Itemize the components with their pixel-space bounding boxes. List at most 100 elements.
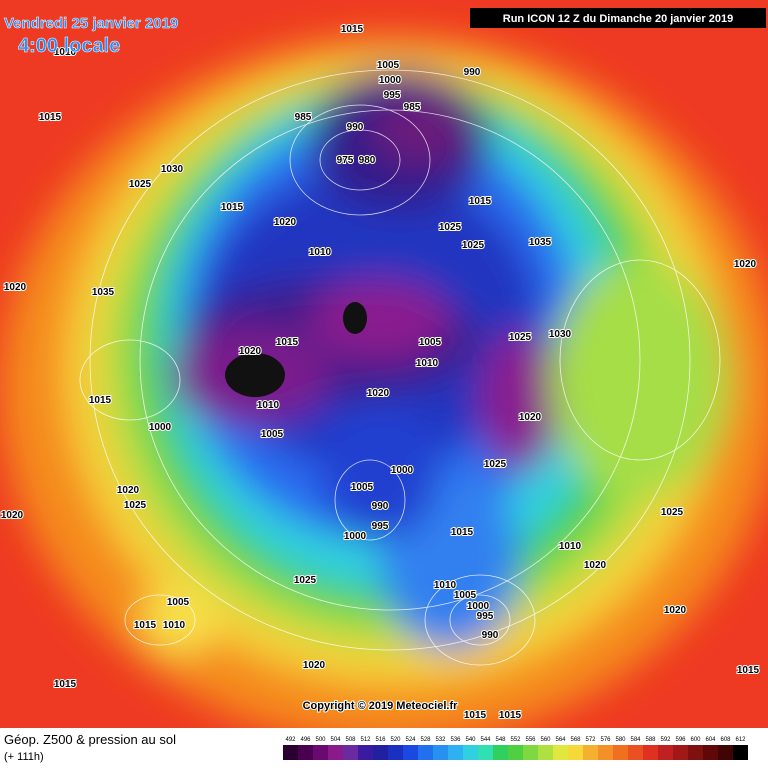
isobars <box>79 69 721 666</box>
isobar-label: 1025 <box>661 507 684 518</box>
isobar-label: 1010 <box>257 400 280 411</box>
isobar-label: 990 <box>464 67 481 78</box>
isobar-label: 1015 <box>469 196 492 207</box>
scale-label: 532 <box>435 737 446 743</box>
isobar-label: 1015 <box>54 679 77 690</box>
scale-label: 540 <box>465 737 476 743</box>
scale-swatch <box>448 745 463 760</box>
isobar-label: 1025 <box>484 459 507 470</box>
scale-swatch <box>583 745 598 760</box>
isobar-label: 975 <box>337 155 354 166</box>
scale-label: 512 <box>360 737 371 743</box>
isobar-label: 1010 <box>559 541 582 552</box>
isobar-label: 980 <box>359 155 376 166</box>
scale-swatch <box>718 745 733 760</box>
color-scale: 492 496 500 504 508 512 516 520 524 528 532 536 540 5… <box>283 737 748 760</box>
isobar-label: 1000 <box>149 422 172 433</box>
scale-swatch <box>703 745 718 760</box>
scale-label: 544 <box>480 737 491 743</box>
isobar-label: 1025 <box>294 575 317 586</box>
scale-swatch <box>463 745 478 760</box>
scale-swatch <box>478 745 493 760</box>
isobar-label: 1025 <box>439 222 462 233</box>
scale-swatch <box>328 745 343 760</box>
isobar-label: 1015 <box>464 710 487 721</box>
scale-swatch <box>433 745 448 760</box>
isobar-label: 1000 <box>344 531 367 542</box>
scale-label: 576 <box>600 737 611 743</box>
isobar-label: 1000 <box>391 465 414 476</box>
isobar-label: 1010 <box>416 358 439 369</box>
isobar-label: 990 <box>482 630 499 641</box>
copyright: Copyright © 2019 Meteociel.fr <box>303 700 459 712</box>
scale-label: 552 <box>510 737 521 743</box>
scale-swatch <box>388 745 403 760</box>
isobar-label: 1025 <box>462 240 485 251</box>
scale-swatch <box>568 745 583 760</box>
scale-label: 496 <box>300 737 311 743</box>
isobar-label: 1010 <box>54 47 77 58</box>
scale-swatch <box>673 745 688 760</box>
scale-label: 604 <box>705 737 716 743</box>
isobar-label: 1015 <box>276 337 299 348</box>
isobar-label: 1020 <box>367 388 390 399</box>
scale-swatch <box>688 745 703 760</box>
scale-swatch <box>553 745 568 760</box>
isobar-label: 995 <box>372 521 389 532</box>
scale-swatch <box>283 745 298 760</box>
isobar-label: 1020 <box>584 560 607 571</box>
scale-swatch <box>538 745 553 760</box>
scale-label: 600 <box>690 737 701 743</box>
isobar-label: 1015 <box>39 112 62 123</box>
isobar-label: 1005 <box>454 590 477 601</box>
isobar-label: 985 <box>295 112 312 123</box>
time: 4:00 locale <box>18 35 120 57</box>
isobar-label: 1015 <box>341 24 364 35</box>
isobar-label: 1025 <box>509 332 532 343</box>
isobar-label: 1030 <box>161 164 184 175</box>
isobar-label: 1025 <box>124 500 147 511</box>
scale-label: 492 <box>285 737 296 743</box>
scale-label: 500 <box>315 737 326 743</box>
isobar-label: 1005 <box>419 337 442 348</box>
isobar-label: 1000 <box>379 75 402 86</box>
scale-swatch <box>523 745 538 760</box>
scale-label: 584 <box>630 737 641 743</box>
isobar-label: 1035 <box>92 287 115 298</box>
isobar-label: 985 <box>404 102 421 113</box>
scale-label: 556 <box>525 737 536 743</box>
scale-label: 524 <box>405 737 416 743</box>
scale-swatch <box>343 745 358 760</box>
scale-label: 612 <box>735 737 746 743</box>
scale-label: 520 <box>390 737 401 743</box>
isobar-label: 1020 <box>274 217 297 228</box>
isobar-label: 1020 <box>303 660 326 671</box>
isobar-label: 1035 <box>529 237 552 248</box>
isobar-label: 1005 <box>261 429 284 440</box>
scale-label: 528 <box>420 737 431 743</box>
isobar-label: 995 <box>384 90 401 101</box>
scale-swatch <box>733 745 748 760</box>
scale-swatch <box>373 745 388 760</box>
isobar-label: 1010 <box>309 247 332 258</box>
scale-swatch <box>298 745 313 760</box>
isobar-label: 1015 <box>451 527 474 538</box>
scale-label: 508 <box>345 737 356 743</box>
scale-swatch <box>628 745 643 760</box>
date: Vendredi 25 janvier 2019 <box>4 15 178 32</box>
isobar-label: 1025 <box>129 179 152 190</box>
isobar-label: 1010 <box>163 620 186 631</box>
run-info: Run ICON 12 Z du Dimanche 20 janvier 201… <box>503 13 733 25</box>
isobar-label: 1015 <box>89 395 112 406</box>
isobar-label: 1020 <box>4 282 27 293</box>
isobar-label: 990 <box>372 501 389 512</box>
scale-swatch <box>418 745 433 760</box>
scale-swatch <box>508 745 523 760</box>
scale-label: 560 <box>540 737 551 743</box>
scale-swatch <box>613 745 628 760</box>
isobar-label: 1020 <box>117 485 140 496</box>
scale-label: 516 <box>375 737 386 743</box>
scale-label: 608 <box>720 737 731 743</box>
